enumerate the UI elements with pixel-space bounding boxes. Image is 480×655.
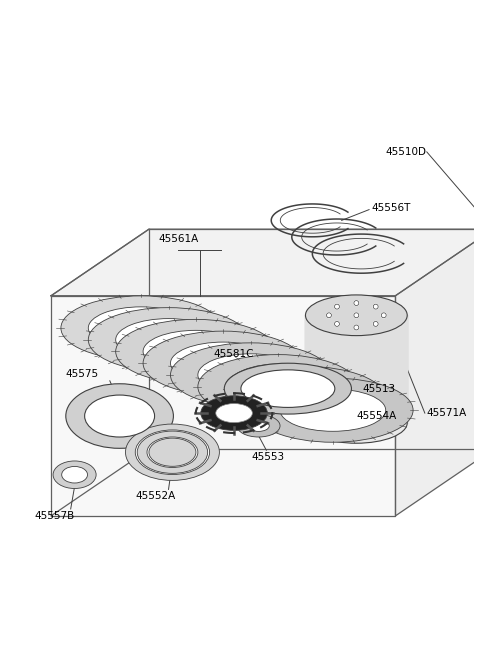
Text: 45581C: 45581C [214,349,254,360]
Circle shape [354,313,359,318]
Ellipse shape [198,354,303,396]
Ellipse shape [125,424,219,480]
Ellipse shape [170,343,331,407]
Ellipse shape [252,377,358,420]
Ellipse shape [66,384,173,448]
Ellipse shape [252,378,413,442]
Text: 45571A: 45571A [427,408,467,418]
Ellipse shape [84,395,155,437]
Ellipse shape [88,308,249,372]
Text: 45513: 45513 [362,384,396,394]
Ellipse shape [305,403,407,443]
Ellipse shape [137,431,208,474]
Polygon shape [51,295,396,516]
Ellipse shape [149,438,196,466]
Ellipse shape [201,396,267,430]
Ellipse shape [143,330,249,373]
Ellipse shape [252,374,307,396]
Ellipse shape [116,318,221,361]
Ellipse shape [62,466,87,483]
Ellipse shape [224,364,351,414]
Ellipse shape [143,331,303,396]
Ellipse shape [225,366,386,430]
Text: 45557B: 45557B [35,511,75,521]
Circle shape [326,313,331,318]
Ellipse shape [280,389,386,431]
Ellipse shape [135,430,210,474]
Ellipse shape [198,354,358,419]
Text: 45510D: 45510D [386,147,427,157]
Ellipse shape [225,365,331,408]
Circle shape [373,322,378,326]
Text: 45554A: 45554A [356,411,396,421]
Ellipse shape [61,296,221,360]
Ellipse shape [248,421,269,432]
Ellipse shape [216,403,252,422]
Text: 45552A: 45552A [136,491,176,501]
Polygon shape [396,229,480,516]
Ellipse shape [170,342,276,384]
Polygon shape [51,229,480,295]
Ellipse shape [252,374,307,396]
Ellipse shape [53,461,96,489]
Ellipse shape [229,364,331,405]
Ellipse shape [237,415,280,437]
Circle shape [335,304,339,309]
Text: 45575: 45575 [66,369,99,379]
Circle shape [354,325,359,330]
Ellipse shape [147,437,198,468]
Text: 45556T: 45556T [371,202,410,213]
Text: 45553: 45553 [252,452,285,462]
Circle shape [381,313,386,318]
Polygon shape [305,315,407,423]
Text: 45561A: 45561A [158,234,198,244]
Ellipse shape [305,295,407,335]
Ellipse shape [116,320,276,384]
Ellipse shape [241,370,335,407]
Circle shape [354,301,359,305]
Circle shape [335,322,339,326]
Ellipse shape [88,307,194,349]
Circle shape [373,304,378,309]
